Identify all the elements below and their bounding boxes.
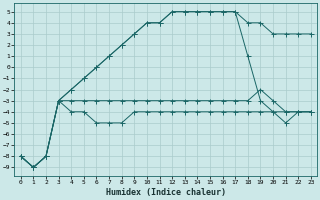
X-axis label: Humidex (Indice chaleur): Humidex (Indice chaleur) [106,188,226,197]
